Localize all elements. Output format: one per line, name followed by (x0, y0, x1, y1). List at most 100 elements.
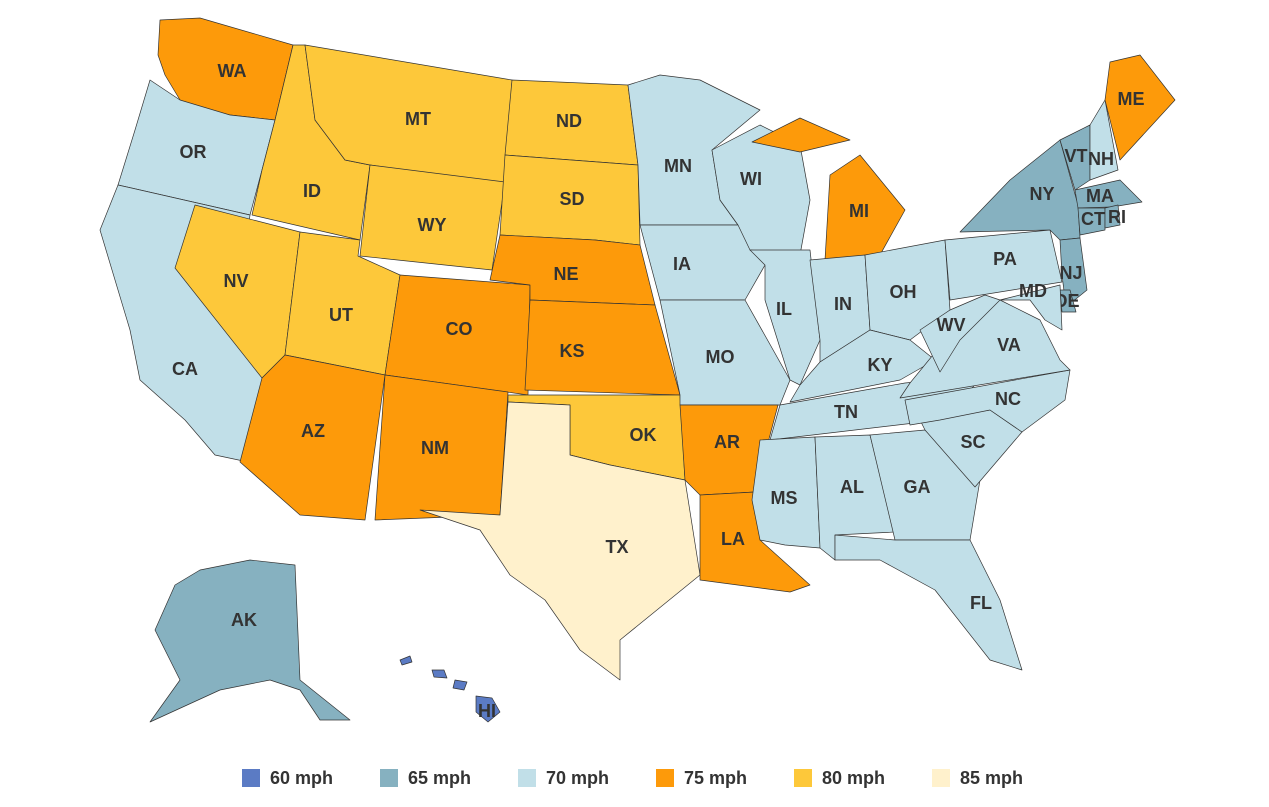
legend-swatch (656, 769, 674, 787)
state: NC (904, 369, 1071, 433)
state-shape (452, 679, 468, 691)
state: MT (304, 44, 513, 186)
state-label: ME (1118, 89, 1145, 109)
state-label: WA (218, 61, 247, 81)
state-shape (824, 154, 906, 261)
state-label: NM (421, 438, 449, 458)
legend-label: 75 mph (684, 768, 747, 788)
state-label: NV (223, 271, 248, 291)
state-shape (944, 229, 1063, 301)
state-shape (789, 329, 936, 403)
state: NV (174, 204, 301, 379)
state-shape (1089, 99, 1119, 181)
state: NY (959, 139, 1081, 241)
state-shape (959, 139, 1081, 241)
state-shape (904, 369, 1071, 433)
state-label: AK (231, 610, 257, 630)
state-label: OH (890, 282, 917, 302)
state: MI (751, 117, 906, 261)
state: IN (809, 254, 871, 363)
state: ND (504, 79, 639, 166)
state-shape (524, 299, 681, 396)
state-label: PA (993, 249, 1017, 269)
state: PA (944, 229, 1063, 301)
legend-swatch (932, 769, 950, 787)
state-label: UT (329, 305, 353, 325)
state-label: FL (970, 593, 992, 613)
state: AR (679, 404, 779, 496)
state: KY (789, 329, 936, 403)
legend-swatch (518, 769, 536, 787)
state-shape (834, 534, 1023, 671)
legend-label: 70 mph (546, 768, 609, 788)
state-label: MA (1086, 186, 1114, 206)
state-label: VT (1064, 146, 1087, 166)
legend-label: 65 mph (408, 768, 471, 788)
state-shape (431, 669, 448, 679)
state: IA (639, 224, 766, 301)
state: CO (384, 274, 531, 396)
state-shape (1059, 289, 1077, 313)
state: KS (524, 299, 681, 396)
state-label: NJ (1059, 263, 1082, 283)
state-shape (1077, 207, 1106, 236)
state-label: CA (172, 359, 198, 379)
state: NE (489, 234, 656, 306)
state: LA (699, 491, 811, 593)
state: AK (149, 559, 351, 723)
state-shape (1104, 54, 1176, 161)
state-label: AR (714, 432, 740, 452)
state-label: KS (559, 341, 584, 361)
state: MA (1074, 179, 1143, 209)
state: MS (751, 436, 821, 549)
state-label: CO (446, 319, 473, 339)
state-shape (419, 401, 701, 681)
state-label: RI (1108, 207, 1126, 227)
state-label: AZ (301, 421, 325, 441)
state-label: OR (180, 142, 207, 162)
state-label: NH (1088, 149, 1114, 169)
legend-swatch (380, 769, 398, 787)
state: SC (919, 409, 1023, 488)
state-label: KY (867, 355, 892, 375)
state: CT (1077, 207, 1106, 236)
state-label: IL (776, 299, 792, 319)
legend-label: 80 mph (822, 768, 885, 788)
state-label: LA (721, 529, 745, 549)
state-label: MO (706, 347, 735, 367)
state-label: MS (771, 488, 798, 508)
state: SD (499, 154, 641, 246)
state-label: TN (834, 402, 858, 422)
state-label: MT (405, 109, 431, 129)
state: WI (711, 124, 811, 256)
legend-label: 60 mph (270, 768, 333, 788)
legend-swatch (794, 769, 812, 787)
state-label: CT (1081, 209, 1105, 229)
legend-label: 85 mph (960, 768, 1023, 788)
state-shape (751, 117, 851, 153)
state: MO (659, 299, 791, 406)
state: AZ (239, 354, 386, 521)
state-label: IA (673, 254, 691, 274)
state-label: WI (740, 169, 762, 189)
state-label: NY (1029, 184, 1054, 204)
state-label: WV (937, 315, 966, 335)
state-shape (149, 559, 351, 723)
state-label: NC (995, 389, 1021, 409)
state: OH (864, 239, 951, 341)
state-label: GA (904, 477, 931, 497)
state-label: AL (840, 477, 864, 497)
state-label: SC (960, 432, 985, 452)
state: NM (374, 374, 509, 521)
state-shape (639, 224, 766, 301)
state-label: TX (605, 537, 628, 557)
state: MN (627, 74, 761, 226)
state-label: MI (849, 201, 869, 221)
state-label: HI (478, 701, 496, 721)
state: FL (834, 534, 1023, 671)
state-label: VA (997, 335, 1021, 355)
state-label: IN (834, 294, 852, 314)
state-label: MN (664, 156, 692, 176)
state-shape (999, 284, 1063, 331)
